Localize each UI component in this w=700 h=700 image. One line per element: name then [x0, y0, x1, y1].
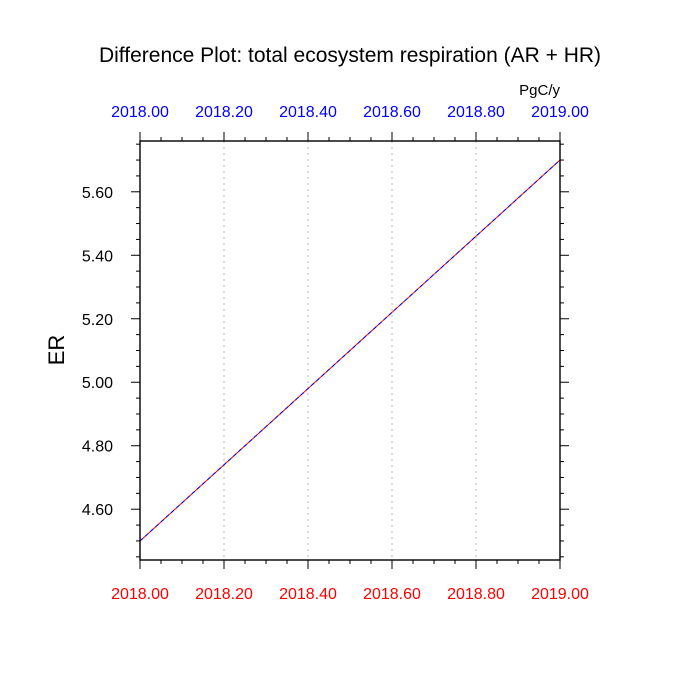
tick-marks [131, 132, 569, 569]
x-tick-label-top: 2018.00 [111, 104, 169, 121]
y-tick-label: 4.60 [82, 502, 113, 519]
y-tick-label: 4.80 [82, 439, 113, 456]
y-axis-label: ER [44, 335, 69, 366]
x-tick-label-top: 2018.20 [195, 104, 253, 121]
x-tick-labels-top: 2018.00 2018.20 2018.40 2018.60 2018.80 2019.… [111, 104, 589, 121]
x-tick-label-top: 2018.60 [363, 104, 421, 121]
y-tick-label: 5.40 [82, 248, 113, 265]
x-tick-label-top: 2019.00 [531, 104, 589, 121]
chart-title: Difference Plot: total ecosystem respira… [99, 44, 601, 67]
x-tick-label-bottom: 2018.00 [111, 586, 169, 603]
x-tick-label-bottom: 2018.80 [447, 586, 505, 603]
x-tick-label-bottom: 2018.40 [279, 586, 337, 603]
y-tick-labels: 4.60 4.80 5.00 5.20 5.40 5.60 [82, 185, 113, 519]
x-tick-label-bottom: 2018.20 [195, 586, 253, 603]
series-lines [139, 159, 561, 542]
x-tick-labels-bottom: 2018.00 2018.20 2018.40 2018.60 2018.80 2019.… [111, 586, 589, 603]
y-tick-label: 5.60 [82, 185, 113, 202]
x-tick-label-bottom: 2018.60 [363, 586, 421, 603]
y-tick-label: 5.20 [82, 312, 113, 329]
units-label: PgC/y [519, 82, 560, 99]
x-tick-label-top: 2018.80 [447, 104, 505, 121]
x-tick-label-bottom: 2019.00 [531, 586, 589, 603]
y-tick-label: 5.00 [82, 375, 113, 392]
grid-lines [223, 141, 477, 560]
series-line-2 [139, 159, 561, 542]
x-tick-label-top: 2018.40 [279, 104, 337, 121]
